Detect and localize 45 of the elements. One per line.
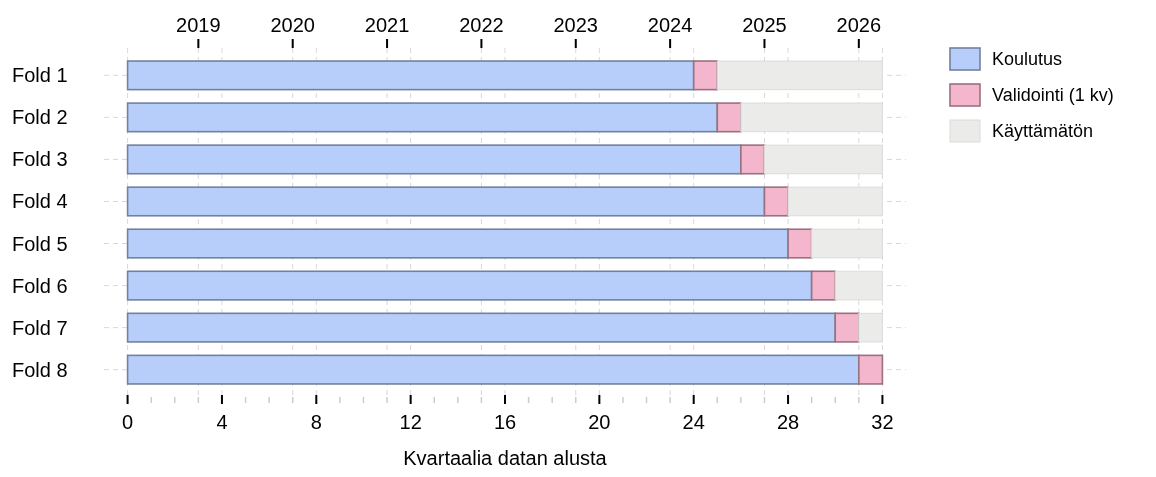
bar [126,60,695,91]
bar [740,144,766,175]
x-tick-label: 32 [871,411,894,433]
bar [858,354,884,385]
y-tick-label: Fold 6 [12,274,68,297]
x2-tick-label: 2024 [647,14,693,36]
y-tick-label: Fold 4 [12,190,68,213]
x-tick-label: 20 [588,411,611,433]
x2-tick-label: 2025 [742,14,787,36]
y-tick-label: Fold 8 [12,358,68,381]
x2-tick-label: 2022 [459,14,504,36]
x-tick-label: 16 [493,411,517,433]
x-tick-label: 8 [310,411,322,433]
y-tick-label: Fold 7 [12,316,68,339]
bar [126,186,766,217]
bar [126,270,813,301]
bar [763,186,789,217]
x2-tick-label: 2023 [553,14,599,36]
x-tick-label: 4 [216,411,228,433]
x-tick-label: 12 [399,411,422,433]
legend-label: Koulutus [992,49,1063,70]
x2-tick-label: 2026 [836,14,882,36]
x-tick-label: 0 [122,411,134,433]
x-tick-label: 28 [776,411,800,433]
y-tick-label: Fold 2 [12,106,68,129]
bar [692,60,719,91]
bar [126,354,860,385]
y-tick-label: Fold 1 [12,64,68,87]
legend-label: Validointi (1 kv) [992,85,1114,106]
x2-tick-label: 2019 [176,14,221,36]
legend-label: Käyttämätön [992,121,1094,142]
bar [126,102,719,133]
bar [716,102,742,133]
bar [126,144,742,175]
x-tick-label: 24 [682,411,705,433]
x2-tick-label: 2021 [364,14,410,36]
x-axis-title: Kvartaalia datan alusta [403,447,608,469]
bar [126,228,789,259]
y-tick-label: Fold 3 [12,148,68,171]
bar [787,228,813,259]
y-tick-label: Fold 5 [12,232,68,255]
bar [834,312,860,343]
bar [126,312,837,343]
bar [810,270,837,301]
x2-tick-label: 2020 [270,14,315,36]
